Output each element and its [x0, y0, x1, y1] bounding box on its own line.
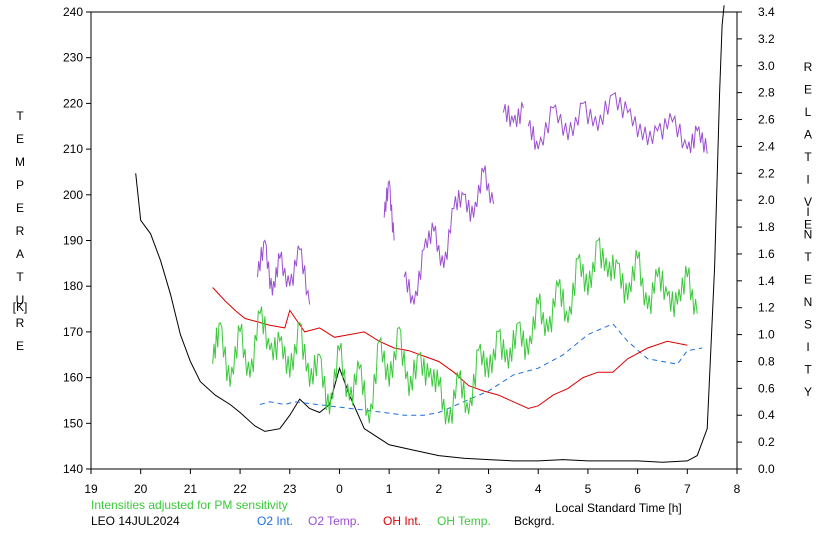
series-oh-temp	[212, 236, 698, 425]
y-label-right-letter: E	[804, 218, 812, 232]
legend: O2 Int. O2 Temp. OH Int. OH Temp. Bckgrd.	[257, 514, 555, 528]
right-tick-label: 3.4	[758, 5, 775, 19]
legend-item: OH Int.	[383, 514, 421, 528]
right-tick-label: 0.8	[758, 354, 775, 368]
left-tick-label: 150	[63, 416, 83, 430]
series-o2-temp-segment	[502, 102, 524, 128]
left-tick-label: 210	[63, 142, 83, 156]
axes-frame	[90, 11, 738, 470]
y-label-right-letter: E	[804, 273, 812, 287]
x-axis-label: Local Standard Time [h]	[555, 501, 682, 515]
left-tick-label: 240	[63, 5, 83, 19]
y-label-left-letter: E	[16, 132, 24, 146]
y-label-left-letter: E	[16, 339, 24, 353]
right-tick-label: 1.0	[758, 328, 775, 342]
x-tick-label: 1	[386, 482, 393, 496]
legend-item: O2 Temp.	[308, 514, 360, 528]
x-tick-label: 3	[485, 482, 492, 496]
y-label-left-letter: A	[16, 247, 24, 261]
right-tick-label: 2.2	[758, 166, 775, 180]
x-tick-label: 2	[436, 482, 443, 496]
left-tick-label: 180	[63, 279, 83, 293]
x-tick-label: 20	[134, 482, 148, 496]
left-tick-label: 170	[63, 325, 83, 339]
y-label-right-letter: V	[804, 195, 812, 209]
right-tick-label: 2.0	[758, 193, 775, 207]
series-oh-int	[212, 287, 688, 410]
x-tick-label: 4	[535, 482, 542, 496]
y-label-right-letter: I	[806, 340, 809, 354]
left-tick-label: 140	[63, 462, 83, 476]
right-tick-label: 0.2	[758, 435, 775, 449]
left-tick-label: 200	[63, 188, 83, 202]
right-tick-label: 1.8	[758, 220, 775, 234]
y-label-left-letter: R	[16, 316, 25, 330]
right-tick-label: 1.6	[758, 247, 775, 261]
x-tick-label: 19	[84, 482, 98, 496]
y-label-left-letter: M	[15, 155, 25, 169]
right-tick-label: 1.2	[758, 301, 775, 315]
series-o2-temp-segment	[403, 165, 494, 305]
left-tick-label: 230	[63, 51, 83, 65]
station-date: LEO 14JUL2024	[91, 514, 180, 528]
y-label-left-unit: [K]	[13, 300, 28, 314]
left-tick-label: 160	[63, 371, 83, 385]
legend-item: Bckgrd.	[514, 514, 555, 528]
right-tick-label: 3.0	[758, 59, 775, 73]
y-label-right-letter: S	[804, 318, 812, 332]
y-label-right-letter: N	[804, 295, 813, 309]
x-tick-label: 8	[734, 482, 741, 496]
right-tick-label: 3.2	[758, 32, 775, 46]
y-label-right-letter: R	[804, 60, 813, 74]
y-label-right-letter: L	[805, 105, 812, 119]
right-ticks: 0.0 0.2 0.4 0.6 0.8 1.0 1.2 1.4 1.6 1.8 2.0 2.2 2.4 2…	[737, 5, 775, 476]
series-o2-int	[259, 323, 703, 416]
y-label-right-letter: Y	[804, 385, 812, 399]
y-label-left-letter: R	[16, 224, 25, 238]
x-tick-label: 0	[336, 482, 343, 496]
left-ticks: 140 150 160 170 180 190 200 210 220 230 240	[63, 5, 91, 476]
right-tick-label: 2.6	[758, 113, 775, 127]
y-label-left-letter: T	[16, 109, 24, 123]
y-label-right-letter: T	[804, 363, 812, 377]
sensitivity-note: Intensities adjusted for PM sensitivity	[91, 498, 288, 512]
left-tick-label: 220	[63, 96, 83, 110]
y-label-right-letter: T	[804, 250, 812, 264]
y-label-right-letter: I	[806, 173, 809, 187]
y-label-left-letter: P	[16, 178, 24, 192]
series-bckgrd	[135, 5, 725, 463]
y-label-right-letter: A	[804, 128, 812, 142]
x-tick-label: 6	[634, 482, 641, 496]
series-o2-temp-segment	[383, 179, 395, 241]
left-tick-label: 190	[63, 234, 83, 248]
right-tick-label: 0.0	[758, 462, 775, 476]
y-label-right-letter: I	[806, 205, 809, 219]
y-label-left-letter: U	[16, 293, 25, 307]
x-tick-label: 23	[283, 482, 297, 496]
legend-item: OH Temp.	[437, 514, 491, 528]
right-tick-label: 0.4	[758, 408, 775, 422]
x-tick-label: 5	[585, 482, 592, 496]
y-label-left-letter: T	[16, 270, 24, 284]
y-label-left-letter: E	[16, 201, 24, 215]
right-tick-label: 2.4	[758, 139, 775, 153]
x-tick-label: 22	[233, 482, 247, 496]
series-o2-temp-segment	[527, 91, 708, 154]
x-tick-label: 21	[184, 482, 198, 496]
right-tick-label: 2.8	[758, 86, 775, 100]
right-tick-label: 1.4	[758, 274, 775, 288]
legend-item: O2 Int.	[257, 514, 293, 528]
right-tick-label: 0.6	[758, 381, 775, 395]
y-label-right-letter: E	[804, 83, 812, 97]
series-o2-temp-segment	[257, 239, 311, 305]
y-label-right-letter: N	[804, 228, 813, 242]
x-ticks: 19 20 21 22 23 0 1 2 3 4 5 6 7 8	[84, 469, 741, 496]
series-layer	[135, 5, 725, 463]
y-label-right-letter: T	[804, 150, 812, 164]
x-tick-label: 7	[684, 482, 691, 496]
